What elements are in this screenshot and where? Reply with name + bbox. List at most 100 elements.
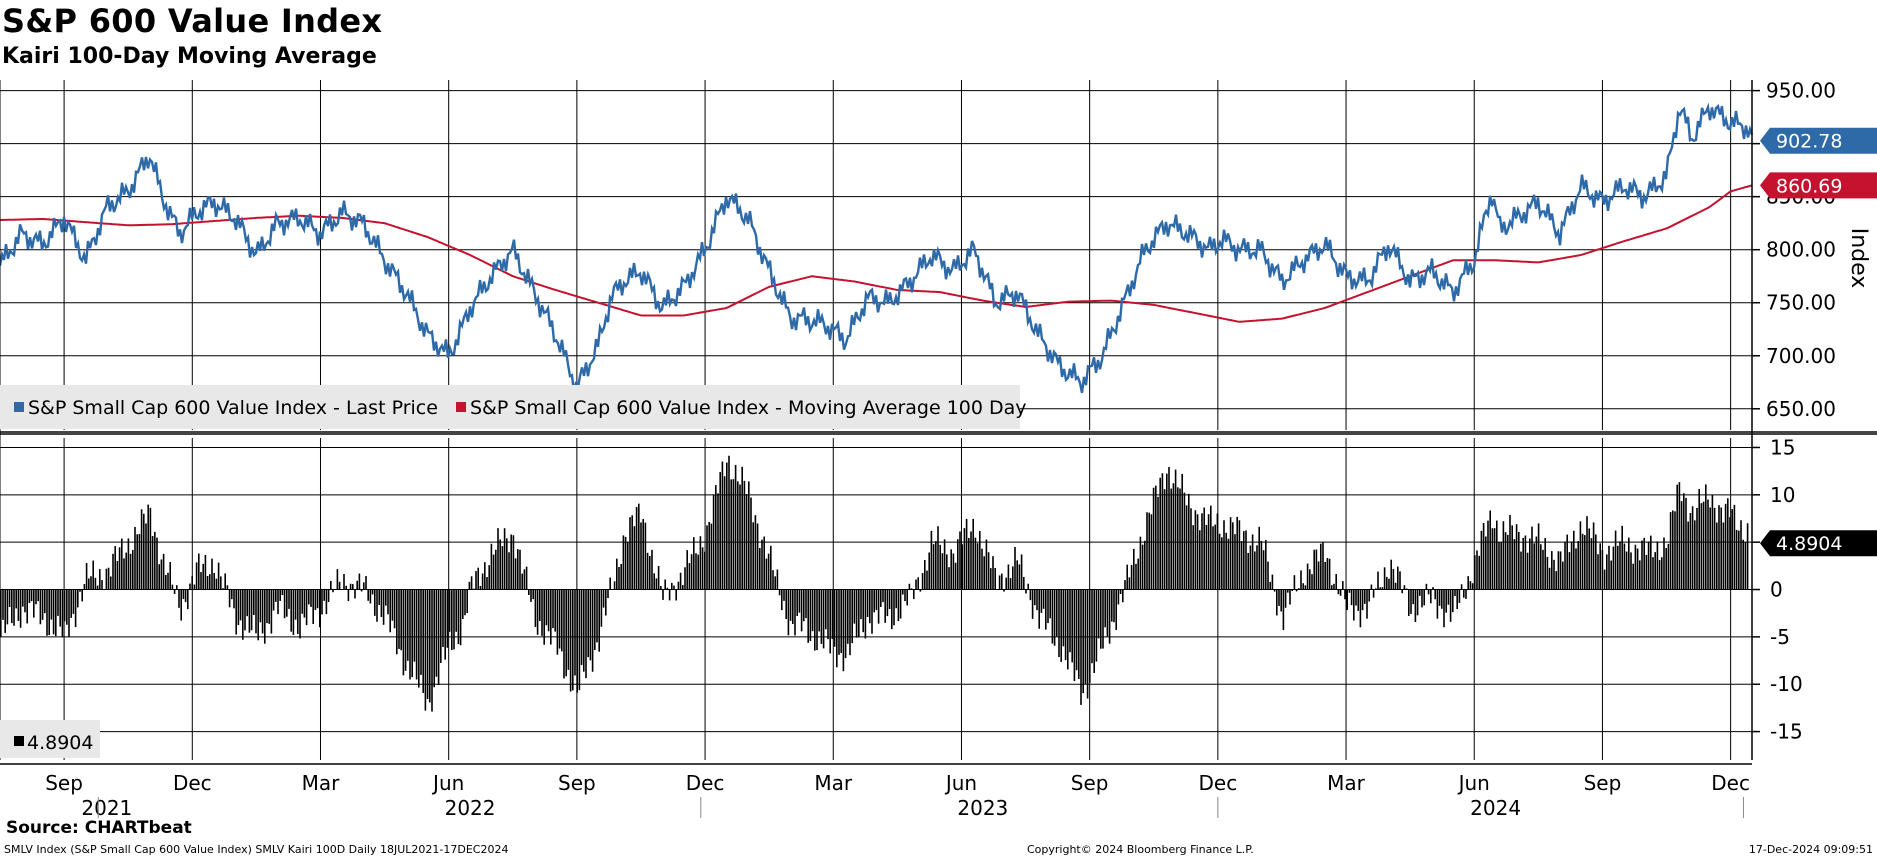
kairi-bar — [1430, 589, 1432, 604]
kairi-bar — [512, 535, 515, 590]
kairi-bar — [798, 589, 801, 613]
kairi-bar — [816, 589, 818, 651]
kairi-bar — [1126, 564, 1128, 590]
kairi-bar — [462, 589, 464, 620]
kairi-bar — [1427, 589, 1430, 595]
price-last-badge-bg — [1760, 127, 1877, 154]
kairi-bar — [1124, 580, 1126, 590]
kairi-bar — [1163, 489, 1166, 590]
kairi-bar — [1504, 532, 1507, 590]
kairi-bar — [677, 581, 680, 590]
kairi-bar — [1597, 554, 1599, 590]
kairi-bar — [1031, 589, 1034, 619]
kairi-bar — [961, 544, 963, 590]
kairi-bar — [279, 589, 281, 601]
kairi-bar — [1344, 589, 1346, 600]
top-panel-gridlines — [0, 80, 1752, 430]
kairi-bar — [715, 485, 717, 590]
kairi-bar — [635, 507, 638, 590]
kairi-bar — [657, 566, 660, 590]
kairi-bar — [497, 528, 499, 590]
kairi-bar — [1449, 589, 1452, 622]
kairi-bar — [134, 526, 136, 590]
x-month-label: Jun — [944, 771, 977, 795]
kairi-bar — [1069, 589, 1071, 653]
x-month-label: Mar — [1327, 771, 1366, 795]
kairi-bar — [1093, 589, 1095, 673]
kairi-bar — [1727, 498, 1729, 590]
kairi-bar — [743, 480, 746, 590]
kairi-bar — [1020, 554, 1023, 590]
kairi-bar — [664, 579, 666, 590]
kairi-bar — [255, 589, 257, 634]
kairi-bar — [121, 538, 123, 590]
x-month-label: Sep — [45, 771, 83, 795]
footer-ticker: SMLV Index (S&P Small Cap 600 Value Inde… — [4, 843, 509, 856]
kairi-bar — [937, 526, 939, 590]
kairi-bar — [1650, 535, 1652, 590]
kairi-bar — [475, 571, 477, 590]
kairi-bar — [1229, 517, 1232, 590]
kairi-bar — [325, 589, 328, 615]
kairi-bar — [563, 589, 565, 679]
kairi-bar — [921, 572, 924, 590]
kairi-bar — [1210, 505, 1212, 590]
kairi-bar — [1161, 473, 1164, 590]
kairi-bar — [1454, 589, 1456, 597]
x-month-label: Dec — [173, 771, 212, 795]
kairi-bar — [169, 562, 171, 590]
kairi-bar — [1410, 589, 1412, 614]
kairi-bar — [1401, 589, 1403, 594]
kairi-bar — [750, 497, 752, 590]
kairi-bar — [567, 589, 570, 670]
kairi-bar — [983, 556, 985, 590]
kairi-bar — [1273, 589, 1276, 592]
kairi-bar — [1243, 531, 1245, 590]
kairi-bar — [1249, 545, 1252, 590]
kairi-bar — [926, 570, 928, 590]
kairi-bar — [301, 589, 303, 614]
kairi-bar — [1680, 501, 1683, 590]
kairi-bar — [343, 573, 345, 590]
x-month-label: Dec — [1199, 771, 1238, 795]
kairi-bar — [730, 479, 732, 590]
kairi-bar — [950, 549, 952, 590]
kairi-bar — [1335, 574, 1337, 590]
kairi-bar — [426, 589, 429, 700]
kairi-bar — [954, 562, 957, 590]
kairi-bar — [609, 577, 611, 590]
kairi-bar — [1086, 589, 1089, 699]
kairi-bar — [149, 507, 152, 590]
kairi-bar — [640, 522, 642, 590]
kairi-bar — [1177, 487, 1179, 590]
kairi-bar — [598, 589, 600, 652]
kairi-bar — [1227, 538, 1230, 590]
kairi-bar — [1601, 550, 1604, 590]
source-note: Source: CHARTbeat — [6, 818, 192, 838]
kairi-bar — [726, 462, 728, 590]
kairi-bar — [1001, 573, 1003, 590]
kairi-bar — [1399, 571, 1401, 590]
kairi-bar — [66, 589, 68, 625]
kairi-bar — [374, 589, 376, 616]
kairi-bar — [992, 556, 994, 590]
kairi-bar — [486, 577, 488, 590]
kairi-bar — [1386, 576, 1388, 590]
kairi-bar — [1194, 510, 1197, 590]
kairi-bar — [864, 589, 867, 639]
kairi-bar — [924, 559, 926, 590]
kairi-bar — [1733, 504, 1736, 590]
kairi-bar — [770, 545, 772, 590]
kairi-bar — [151, 536, 154, 590]
kairi-bar — [1170, 488, 1172, 590]
kairi-bar — [114, 546, 116, 590]
kairi-bar — [1315, 549, 1318, 590]
kairi-bar — [1267, 561, 1269, 590]
kairi-bar — [1735, 529, 1738, 590]
kairi-bar — [761, 539, 763, 590]
kairi-bar — [1718, 505, 1720, 590]
kairi-bar — [803, 589, 805, 622]
kairi-bar — [1322, 542, 1324, 590]
kairi-bar — [1533, 543, 1535, 590]
kairi-bar — [88, 578, 90, 590]
